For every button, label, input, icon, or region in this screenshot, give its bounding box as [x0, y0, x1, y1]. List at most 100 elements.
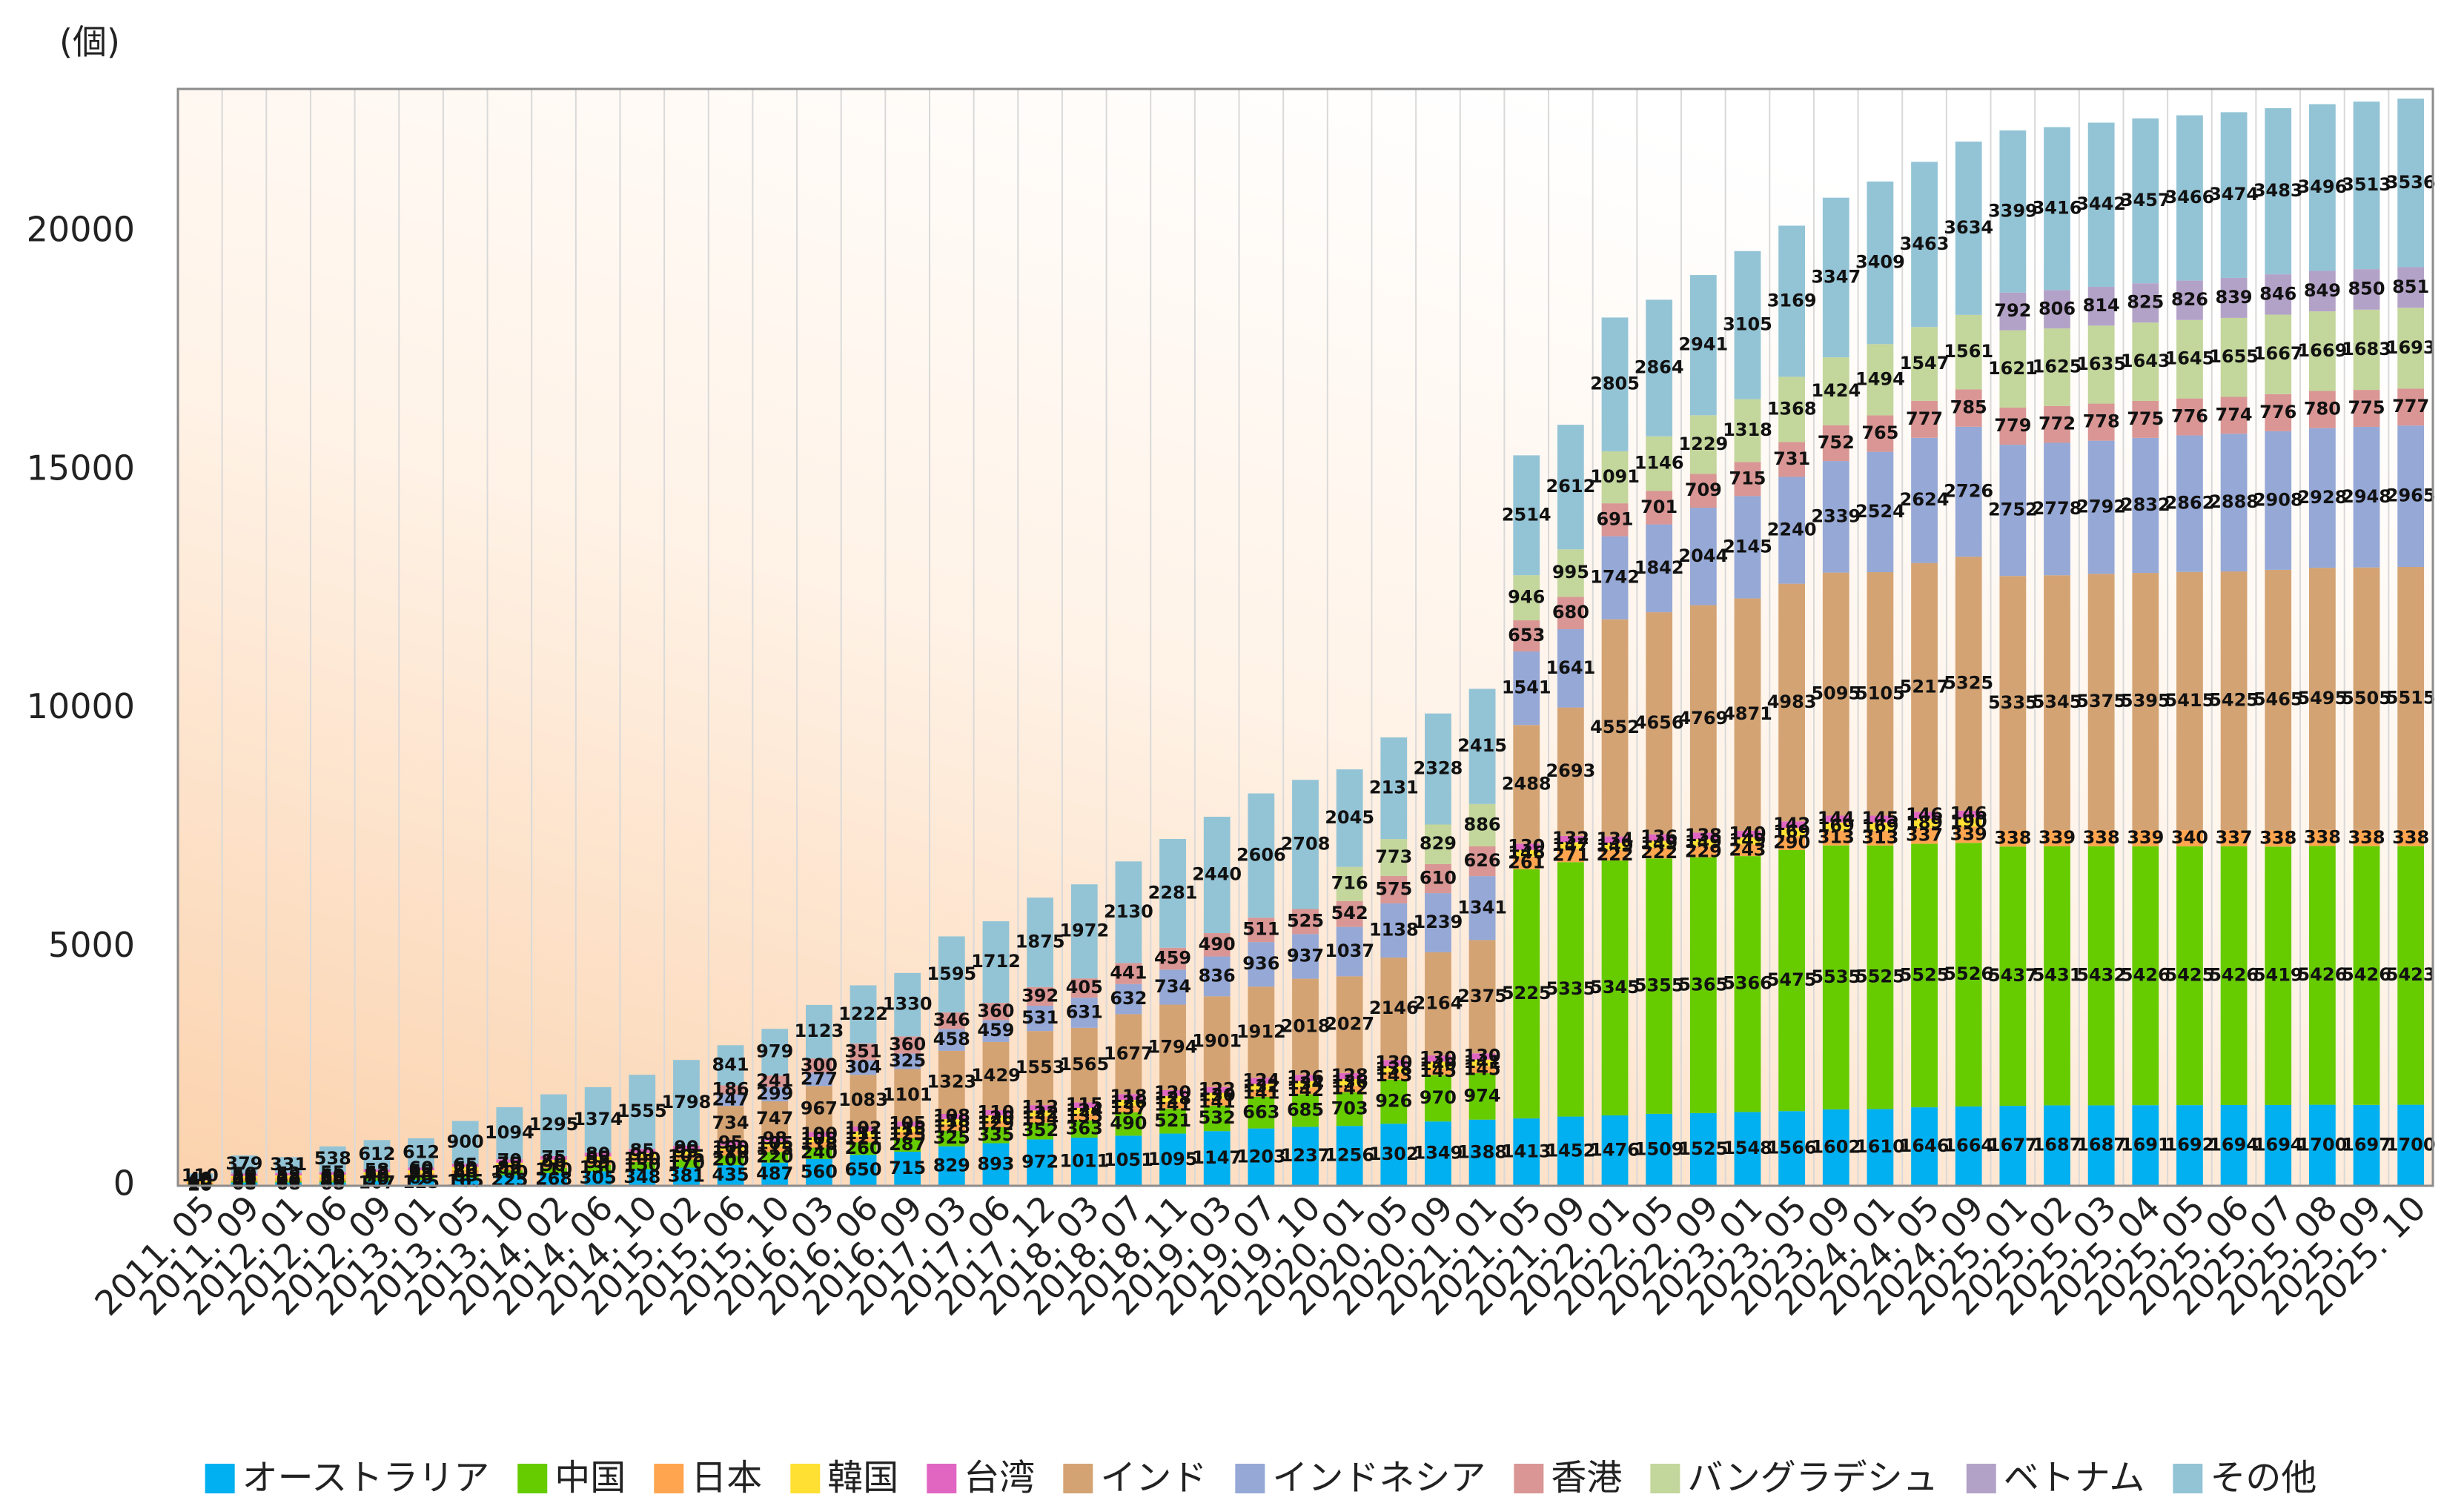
bar-segment — [1734, 856, 1761, 1112]
value-label: 2778 — [2033, 498, 2082, 519]
bar-segment — [1734, 1112, 1761, 1186]
value-label: 1424 — [1811, 380, 1861, 401]
value-label: 130 — [1508, 835, 1545, 856]
bar-segment — [275, 1181, 302, 1183]
bar-segment — [1159, 838, 1186, 948]
bar-segment — [1513, 849, 1540, 857]
legend-swatch — [517, 1464, 548, 1493]
plot-border — [176, 87, 2434, 1187]
bar-segment — [408, 1138, 434, 1168]
bar-segment — [894, 1069, 921, 1122]
bar-segment — [938, 1130, 965, 1147]
value-label: 220 — [756, 1147, 793, 1167]
value-label: 95 — [586, 1152, 610, 1172]
value-label: 5432 — [2076, 965, 2126, 986]
value-label: 95 — [718, 1132, 743, 1153]
bar-segment — [805, 1147, 832, 1159]
bar-segment — [1867, 415, 1894, 452]
value-label: 575 — [1375, 878, 1412, 899]
value-label: 68 — [276, 1173, 300, 1194]
value-label: 459 — [1154, 948, 1191, 969]
bar-segment — [1689, 508, 1717, 605]
value-label: 60 — [408, 1158, 433, 1178]
value-label: 337 — [2216, 827, 2253, 848]
value-label: 118 — [933, 1111, 970, 1132]
value-label: 120 — [977, 1107, 1014, 1128]
bar-segment — [451, 1174, 479, 1178]
value-label: 100 — [801, 1124, 838, 1144]
value-label: 2864 — [1635, 357, 1684, 378]
bar-segment — [1778, 821, 1806, 829]
value-label: 3399 — [1988, 200, 2038, 221]
value-label: 1912 — [1236, 1021, 1286, 1042]
value-label: 5325 — [1944, 673, 1993, 694]
bar-segment — [1601, 849, 1629, 861]
value-label: 149 — [1640, 833, 1678, 854]
value-label: 137 — [1110, 1098, 1147, 1118]
bar-segment — [1380, 839, 1408, 876]
value-label: 338 — [2348, 827, 2385, 848]
value-label: 538 — [314, 1148, 351, 1169]
bar-segment — [1646, 858, 1673, 1114]
bar-segment — [1734, 399, 1761, 462]
bar-segment — [2087, 846, 2115, 1106]
bar-segment — [673, 1145, 700, 1150]
legend-swatch — [654, 1464, 684, 1493]
value-label: 107 — [358, 1172, 395, 1193]
bar-segment — [451, 1121, 479, 1164]
value-label: 1295 — [529, 1114, 579, 1135]
bar-segment — [717, 1141, 744, 1146]
value-label: 110 — [535, 1159, 572, 1180]
bar-segment — [2132, 400, 2159, 438]
value-label: 3416 — [2033, 197, 2082, 218]
y-tick-label: 5000 — [48, 925, 135, 965]
value-label: 2145 — [1723, 536, 1772, 557]
value-label: 338 — [2259, 827, 2296, 848]
value-label: 222 — [1640, 842, 1678, 863]
bar-segment — [2176, 319, 2203, 399]
bar-segment — [2176, 435, 2203, 572]
value-label: 100 — [623, 1149, 660, 1169]
bar-segment — [1248, 1089, 1275, 1097]
bar-segment — [629, 1157, 656, 1162]
bar-segment — [1601, 536, 1629, 620]
bar-segment — [1513, 725, 1540, 844]
value-label: 105 — [889, 1113, 926, 1134]
bar-segment — [540, 1155, 567, 1160]
value-label: 70 — [453, 1158, 477, 1178]
bar-segment — [1203, 1086, 1231, 1093]
value-label: 60 — [320, 1165, 345, 1186]
value-label: 100 — [491, 1161, 528, 1182]
value-label: 829 — [1420, 833, 1457, 854]
value-label: 1683 — [2342, 339, 2391, 359]
bar-segment — [805, 1058, 832, 1073]
value-label: 1547 — [1900, 353, 1950, 374]
value-label: 612 — [403, 1142, 440, 1163]
bar-segment — [805, 1086, 832, 1132]
bar-segment — [1425, 863, 1451, 894]
bar-segment — [1336, 1079, 1363, 1086]
value-label: 132 — [1242, 1076, 1279, 1097]
bar-segment — [2132, 1105, 2159, 1186]
bar-segment — [805, 1072, 832, 1086]
bar-segment — [408, 1167, 434, 1171]
value-label: 5425 — [2165, 965, 2215, 986]
bar-segment — [938, 1113, 965, 1119]
bar-segment — [1734, 837, 1761, 845]
bar-segment — [1557, 835, 1584, 843]
value-label: 926 — [1375, 1090, 1412, 1111]
value-label: 379 — [225, 1153, 262, 1174]
value-label: 304 — [844, 1056, 881, 1077]
bar-segment — [850, 1044, 877, 1061]
bar-segment — [1248, 793, 1275, 918]
bar-segment — [1336, 1126, 1363, 1186]
value-label: 2164 — [1414, 992, 1463, 1013]
value-label: 141 — [1199, 1091, 1236, 1112]
value-label: 5423 — [2386, 964, 2436, 985]
value-label: 110 — [182, 1165, 219, 1186]
bar-segment — [1070, 978, 1098, 998]
bar-segment — [2044, 405, 2070, 443]
bar-segment — [1734, 496, 1761, 599]
bar-segment — [1336, 1072, 1363, 1080]
